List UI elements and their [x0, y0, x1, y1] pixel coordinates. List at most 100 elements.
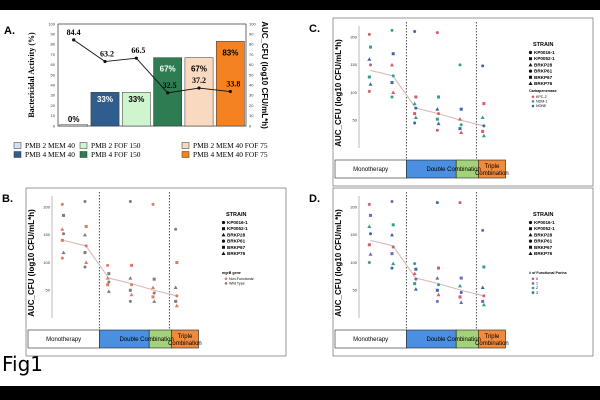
panel-a-legend-entry: PMB 2 MEM 40 — [25, 141, 75, 150]
ytick-label: 50 — [46, 288, 51, 293]
data-point — [60, 256, 64, 260]
panel-a-ytick-label: 20 — [51, 103, 56, 108]
data-point — [128, 288, 132, 292]
panel-a-bar-label: 33% — [128, 95, 144, 104]
legend-strain-marker — [528, 232, 533, 237]
data-point — [481, 133, 486, 138]
panel-a-bar — [90, 92, 120, 127]
legend2-marker — [531, 104, 535, 108]
data-point — [459, 300, 464, 304]
data-point — [391, 74, 395, 78]
legend2-entry: 1 — [536, 282, 538, 286]
panel-a-ytick-label: 60 — [51, 62, 56, 67]
legend2-marker — [224, 277, 228, 281]
data-point — [367, 32, 371, 36]
legend-strain-marker — [528, 251, 533, 255]
panel-a-legend-swatch — [79, 151, 88, 158]
panel-a-bar-label: 67% — [191, 65, 207, 74]
data-point — [390, 232, 394, 237]
legend-strain-entry: BRKP61 — [534, 69, 553, 74]
data-point — [413, 121, 417, 125]
legend-strain-entry: BRKP76 — [534, 251, 553, 256]
group-label-triple-2: Combination — [168, 341, 202, 347]
data-point — [413, 115, 418, 119]
group-label-double: Double Combination — [426, 167, 480, 173]
group-label-triple-2: Combination — [475, 341, 509, 347]
group-label-triple-1: Triple — [485, 334, 500, 340]
legend-strain-marker — [221, 251, 226, 255]
group-label-triple-1: Triple — [485, 164, 500, 170]
group-label-monotherapy: Monotherapy — [353, 337, 388, 343]
data-point — [435, 276, 440, 280]
data-point — [83, 265, 87, 269]
data-point — [391, 52, 395, 56]
panel-a-legend-swatch — [181, 142, 190, 149]
data-point — [459, 276, 463, 280]
legend-strain-marker — [529, 227, 532, 231]
data-point — [369, 63, 373, 67]
ytick-label: 150 — [43, 232, 50, 237]
legend-strain-entry: BRKP61 — [227, 239, 246, 244]
group-triple — [171, 329, 199, 349]
legend2-entry: Non-Functional — [229, 277, 254, 281]
data-point — [367, 75, 371, 79]
data-point — [390, 200, 394, 204]
data-point — [413, 282, 417, 286]
data-point — [367, 243, 371, 247]
data-point — [390, 95, 394, 99]
legend-strain-entry: BRKP28 — [227, 232, 246, 237]
trend-line — [370, 69, 484, 127]
panel-a-ytick-label: 80 — [51, 42, 56, 47]
data-point — [458, 201, 462, 205]
y-axis-title: AUC_CFU (log10 CFU/mL*h) — [334, 39, 343, 147]
data-point — [390, 266, 394, 270]
panel-a-ytick-label: 0 — [53, 123, 56, 128]
legend2-entry: NDM-1 — [536, 100, 547, 104]
ytick-label: 100 — [43, 260, 50, 265]
legend2-marker — [224, 282, 228, 285]
panel-a-legend-entry: PMB 4 FOF 150 — [91, 150, 141, 159]
panel-a-legend-swatch — [13, 151, 22, 158]
data-point — [173, 285, 178, 289]
panel-a-y2tick-label: 70 — [249, 52, 254, 57]
data-point — [481, 64, 485, 68]
legend2-entry: NONE — [536, 104, 547, 108]
data-point — [84, 260, 89, 265]
legend-strain-marker — [529, 75, 532, 79]
legend-strain-marker — [528, 50, 533, 55]
data-point — [107, 272, 111, 276]
group-label-triple-1: Triple — [178, 334, 193, 340]
legend-strain-marker — [221, 239, 226, 243]
legend-strain-marker — [529, 245, 532, 249]
panel-a-bar — [59, 124, 89, 127]
data-point — [84, 244, 88, 248]
ytick-label: 100 — [350, 260, 357, 265]
panel-a-legend-swatch — [79, 142, 88, 149]
y-axis-title: AUC_CFU (log10 CFU/mL*h) — [27, 209, 36, 317]
panel-a-auc-label: 32.5 — [163, 81, 177, 90]
data-point — [369, 213, 373, 217]
panel-a-auc-point — [166, 91, 170, 95]
ytick-label: 50 — [353, 288, 358, 293]
data-point — [413, 287, 418, 291]
panel-a-auc-label: 66.5 — [131, 46, 145, 55]
panel-a-bar — [215, 41, 245, 127]
panel-a-legend-entry: PMB 4 MEM 40 FOF 75 — [193, 150, 268, 159]
data-point — [152, 299, 157, 303]
data-point — [60, 202, 64, 206]
data-point — [458, 283, 462, 288]
legend-strain-entry: KP0052-1 — [534, 226, 555, 231]
legend-strain-marker — [222, 245, 225, 249]
data-point — [437, 283, 441, 287]
panel-a-label: A. — [4, 25, 15, 37]
panel-a-ytick-label: 70 — [51, 52, 56, 57]
data-point — [480, 115, 485, 119]
panel-a-ytick-label: 50 — [51, 72, 56, 77]
data-point — [413, 262, 417, 266]
group-label-triple-2: Combination — [475, 171, 509, 177]
group-label-monotherapy: Monotherapy — [46, 337, 81, 343]
data-point — [435, 288, 439, 292]
data-point — [107, 280, 111, 284]
data-point — [84, 225, 88, 228]
data-point — [151, 285, 155, 289]
